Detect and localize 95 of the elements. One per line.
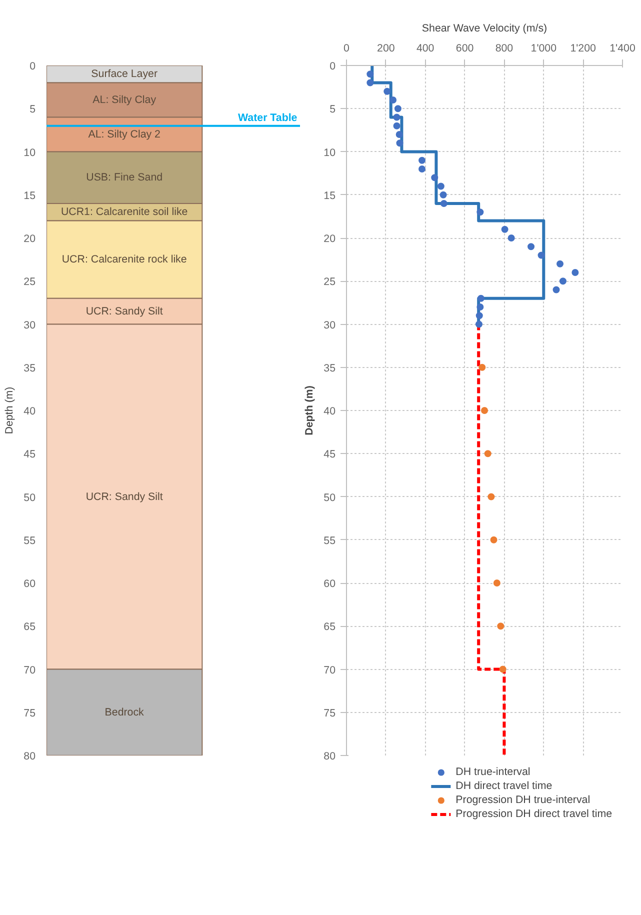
point — [476, 304, 484, 310]
point — [484, 450, 492, 458]
y-tick-label: 55 — [24, 534, 36, 547]
ref-line-label: Water Table — [238, 112, 298, 124]
point — [393, 122, 400, 130]
y-tick-label: 80 — [324, 750, 336, 762]
point — [552, 286, 560, 294]
point — [476, 312, 483, 320]
x-tick-label: 1'000 — [530, 42, 557, 54]
y-tick-label: 35 — [24, 362, 36, 374]
point — [538, 252, 545, 259]
point — [366, 70, 374, 78]
point — [559, 278, 566, 285]
y-tick-label: 5 — [30, 104, 36, 116]
x-tick-label: 1'200 — [570, 42, 596, 54]
y-axis-title: Depth (m) — [304, 385, 316, 436]
point — [501, 226, 508, 233]
y-tick-label: 50 — [324, 492, 336, 504]
point — [572, 269, 579, 276]
y-tick-label: 55 — [324, 534, 336, 547]
y-tick-label: 65 — [24, 621, 36, 634]
y-tick-label: 10 — [24, 146, 36, 159]
y-tick-label: 45 — [324, 448, 336, 461]
y-tick-label: 60 — [24, 578, 36, 590]
x-tick-label: 0 — [344, 42, 350, 54]
y-tick-label: 25 — [24, 276, 36, 288]
y-tick-label: 70 — [324, 664, 336, 676]
point — [418, 166, 426, 172]
point — [493, 580, 500, 586]
point — [396, 140, 404, 147]
y-tick-label: 40 — [324, 406, 336, 418]
y-tick-label: 15 — [24, 190, 36, 202]
point — [396, 131, 403, 138]
series-label: UCR: Calcarenite rock like — [62, 254, 187, 266]
point — [478, 364, 486, 371]
point — [390, 96, 397, 104]
point — [437, 182, 444, 190]
legend-label: Progression DH true-interval — [456, 793, 590, 807]
y-tick-label: 20 — [324, 233, 336, 245]
point — [393, 114, 400, 121]
series-label: Bedrock — [104, 706, 145, 718]
point — [366, 79, 374, 86]
y-tick-label: 30 — [24, 319, 36, 332]
y-tick-label: 15 — [324, 190, 336, 202]
point — [384, 88, 391, 95]
point — [440, 191, 447, 198]
point — [499, 666, 506, 673]
series-label: USB: Fine Sand — [86, 172, 163, 184]
y-tick-label: 10 — [324, 146, 336, 159]
point — [477, 294, 484, 302]
y-tick-label: 0 — [330, 60, 336, 72]
point — [475, 320, 482, 328]
y-tick-label: 25 — [324, 276, 336, 288]
point — [476, 208, 484, 216]
y-tick-label: 50 — [24, 492, 36, 504]
y-tick-label: 40 — [24, 406, 36, 418]
y-tick-label: 75 — [24, 707, 36, 720]
y-tick-label: 5 — [330, 104, 336, 116]
series-label: UCR: Sandy Silt — [86, 305, 163, 318]
point — [481, 407, 488, 414]
point — [490, 536, 498, 544]
x-tick-label: 1'400 — [610, 42, 636, 54]
point — [488, 493, 495, 500]
x-axis-title: Shear Wave Velocity (m/s) — [422, 22, 548, 34]
point — [394, 105, 402, 112]
series-label: UCR1: Calcarenite soil like — [60, 206, 188, 218]
point — [431, 174, 438, 182]
series-label: AL: Silty Clay 2 — [88, 128, 161, 140]
point — [418, 156, 426, 164]
legend-label: Progression DH direct travel time — [456, 807, 612, 821]
y-axis-title: Depth (m) — [4, 386, 16, 434]
legend-label: DH direct travel time — [456, 779, 552, 793]
series-label: AL: Silty Clay — [92, 94, 157, 106]
y-tick-label: 30 — [324, 319, 336, 332]
x-tick-label: 400 — [416, 42, 434, 54]
point — [508, 234, 515, 242]
x-tick-label: 800 — [495, 42, 514, 54]
point — [528, 243, 535, 250]
y-tick-label: 20 — [24, 233, 36, 245]
y-tick-label: 70 — [24, 664, 36, 676]
series-label: Surface Layer — [91, 68, 158, 80]
y-tick-label: 60 — [324, 578, 336, 590]
legend-label: DH true-interval — [456, 765, 530, 779]
y-tick-label: 45 — [24, 448, 36, 461]
point — [556, 260, 564, 268]
series-label: UCR: Sandy Silt — [86, 490, 163, 503]
point — [497, 622, 504, 630]
y-tick-label: 0 — [30, 60, 36, 72]
y-tick-label: 35 — [324, 362, 336, 374]
point — [440, 200, 448, 207]
x-tick-label: 200 — [377, 42, 395, 54]
y-tick-label: 65 — [324, 621, 336, 634]
x-tick-label: 600 — [456, 42, 474, 54]
y-tick-label: 80 — [24, 750, 36, 762]
y-tick-label: 75 — [324, 707, 336, 720]
